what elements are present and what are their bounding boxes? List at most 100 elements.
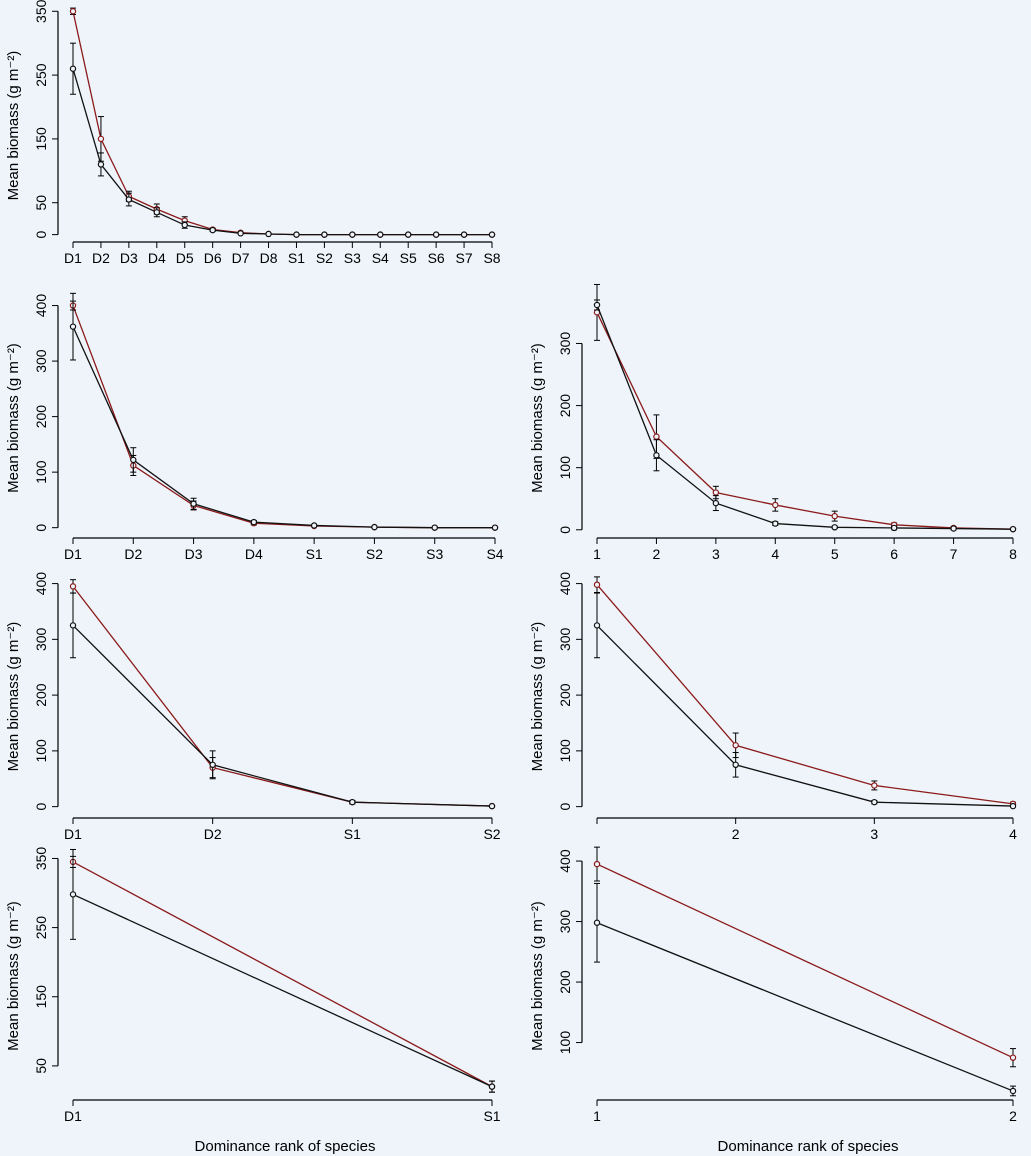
data-point-lower [593,919,601,926]
y-tick-label: 150 [33,127,49,151]
data-point-lower [125,196,133,203]
data-point-lower [431,524,438,531]
x-tick-label: D2 [92,250,110,266]
data-point-upper [1009,1054,1017,1061]
x-tick-label: S4 [486,546,503,562]
x-tick-label: D2 [124,546,142,562]
data-point-lower [653,452,660,459]
y-tick-label: 400 [33,294,49,318]
data-point-upper [69,8,77,15]
data-point-lower [209,761,216,769]
x-tick-label: D3 [120,250,138,266]
x-tick-label: 8 [1009,546,1017,562]
data-point-lower [1009,802,1017,810]
x-tick-label: D3 [185,546,203,562]
x-tick-label: D2 [204,826,222,842]
x-tick-label: S1 [344,826,361,842]
x-tick-label: 5 [831,546,839,562]
x-axis-title-left: Dominance rank of species [195,1138,376,1155]
x-tick-label: S4 [372,250,389,266]
data-point-lower [488,1083,496,1090]
series-line-lower [596,304,1014,530]
x-tick-label: S1 [306,546,323,562]
data-point-lower [130,456,137,464]
y-tick-label: 0 [33,803,49,811]
series-line-upper [596,584,1014,805]
y-tick-label: 50 [33,1058,49,1074]
data-point-lower [460,231,468,238]
x-tick-label: S1 [483,1108,500,1124]
y-tick-label: 100 [557,739,573,763]
data-point-lower [405,231,412,238]
x-tick-label: D1 [64,1108,82,1124]
y-tick-label: 350 [33,0,49,23]
data-point-lower [349,798,356,806]
data-point-lower [153,209,160,216]
data-point-lower [488,231,496,238]
x-tick-label: S3 [344,250,361,266]
y-tick-label: 400 [557,572,573,596]
y-axis-title: Mean biomass (g m⁻²) [5,51,22,201]
y-tick-label: 0 [33,231,49,239]
x-tick-label: D1 [64,826,82,842]
x-tick-label: 3 [870,826,878,842]
x-tick-label: S2 [366,546,383,562]
chart-p4: 0 100 200 300 400 Mean biomass (g m⁻²) D1 D2 S1 S… [5,572,501,842]
y-tick-label: 150 [33,985,49,1009]
series-line-lower [72,326,495,529]
data-point-lower [772,520,779,527]
x-tick-label: 3 [712,546,720,562]
y-tick-label: 300 [557,627,573,651]
data-point-upper [653,433,660,440]
y-tick-label: 0 [557,526,573,534]
y-tick-label: 300 [33,349,49,373]
y-tick-label: 400 [33,572,49,596]
series-line-lower [596,624,1014,807]
x-tick-label: D1 [64,546,82,562]
data-point-lower [712,499,720,507]
x-tick-label: 1 [593,1108,601,1124]
data-point-lower [488,802,496,810]
y-tick-label: 250 [33,63,49,87]
x-tick-label: 1 [593,546,601,562]
x-tick-label: S8 [483,250,500,266]
y-tick-label: 50 [33,195,49,211]
data-point-lower [950,525,957,532]
y-tick-label: 250 [33,916,49,940]
data-point-lower [190,500,197,507]
x-tick-label: 2 [732,826,740,842]
y-axis-title: Mean biomass (g m⁻²) [529,622,546,772]
data-point-lower [432,231,440,238]
x-axis-title-right: Dominance rank of species [718,1138,899,1155]
y-axis-title: Mean biomass (g m⁻²) [529,343,546,493]
y-tick-label: 200 [33,683,49,707]
y-axis-title: Mean biomass (g m⁻²) [5,622,22,772]
y-tick-label: 100 [33,460,49,484]
y-tick-label: 200 [557,683,573,707]
data-point-lower [181,221,188,229]
x-tick-label: 7 [950,546,958,562]
x-tick-label: 4 [771,546,779,562]
x-tick-label: S7 [456,250,473,266]
data-point-lower [69,622,77,629]
y-tick-label: 200 [557,394,573,418]
x-tick-label: D8 [260,250,278,266]
chart-p6: 50 150 250 350 Mean biomass (g m⁻²) D1 S1 [5,847,501,1124]
data-point-lower [349,231,356,238]
x-tick-label: D4 [245,546,263,562]
data-point-upper [593,581,601,588]
data-point-lower [831,524,838,531]
y-tick-label: 350 [33,847,49,871]
series-line-lower [596,922,1014,1092]
data-point-lower [1009,525,1017,533]
x-tick-label: D4 [148,250,166,266]
data-point-lower [1009,1087,1017,1095]
y-tick-label: 300 [557,910,573,934]
series-line-upper [596,863,1014,1059]
series-line-upper [596,312,1014,530]
series-line-lower [72,624,493,807]
data-point-lower [250,518,258,526]
